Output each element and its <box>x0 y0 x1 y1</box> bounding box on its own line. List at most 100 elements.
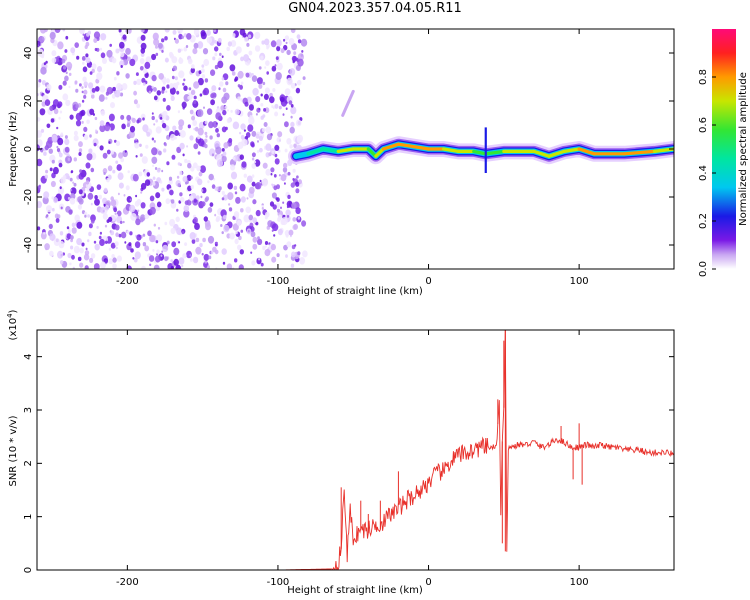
noise-speckle <box>57 41 64 50</box>
noise-speckle <box>38 79 42 83</box>
noise-speckle <box>165 78 170 84</box>
noise-speckle <box>282 113 285 116</box>
noise-speckle <box>164 36 168 41</box>
noise-speckle <box>65 99 71 107</box>
noise-speckle <box>171 154 176 160</box>
noise-speckle <box>39 108 46 116</box>
noise-speckle <box>98 94 105 102</box>
noise-speckle <box>94 47 98 52</box>
noise-speckle <box>165 90 168 93</box>
noise-speckle <box>190 176 193 180</box>
noise-speckle <box>234 258 238 263</box>
noise-speckle <box>209 135 213 140</box>
noise-speckle <box>190 166 195 172</box>
noise-speckle <box>287 194 291 199</box>
noise-speckle <box>204 138 208 143</box>
noise-speckle <box>183 78 186 82</box>
noise-speckle <box>133 90 138 96</box>
noise-speckle <box>86 32 90 37</box>
noise-speckle <box>284 35 290 41</box>
ridge-segment <box>562 147 581 153</box>
noise-speckle <box>178 119 185 127</box>
noise-speckle <box>64 138 70 146</box>
noise-speckle <box>125 47 131 55</box>
noise-speckle <box>217 60 224 69</box>
noise-speckle <box>215 146 222 155</box>
noise-speckle <box>211 184 216 189</box>
noise-speckle <box>186 174 192 182</box>
noise-speckle <box>55 218 60 223</box>
noise-speckle <box>221 96 228 104</box>
noise-speckle <box>152 181 156 186</box>
noise-speckle <box>78 172 85 180</box>
noise-speckle <box>130 213 137 221</box>
noise-speckle <box>203 106 205 109</box>
noise-speckle <box>79 83 82 87</box>
noise-speckle <box>218 126 220 129</box>
noise-speckle <box>81 90 84 94</box>
x-tick-label: -100 <box>267 276 290 287</box>
noise-speckle <box>112 257 117 263</box>
noise-speckle <box>190 89 196 96</box>
noise-speckle <box>293 51 297 55</box>
noise-speckle <box>71 254 75 260</box>
noise-speckle <box>57 186 65 195</box>
noise-speckle <box>49 233 56 241</box>
noise-speckle <box>169 218 176 227</box>
noise-speckle <box>170 199 175 204</box>
noise-speckle <box>261 40 265 45</box>
noise-speckle <box>127 29 132 34</box>
noise-speckle <box>162 114 167 120</box>
noise-speckle <box>132 173 139 182</box>
noise-speckle <box>85 57 91 64</box>
noise-speckle <box>141 77 146 84</box>
noise-speckle <box>129 125 136 133</box>
noise-speckle <box>202 48 209 55</box>
colorbar-ticks: 0.0 0.2 0.4 0.6 0.8 <box>698 69 716 277</box>
noise-speckle <box>132 257 135 260</box>
noise-speckle <box>142 242 147 247</box>
noise-speckle <box>159 180 163 184</box>
colorbar-gradient <box>712 29 736 269</box>
noise-speckle <box>68 229 71 234</box>
noise-speckle <box>222 261 226 265</box>
noise-speckle <box>281 217 288 226</box>
noise-speckle <box>100 33 107 41</box>
noise-speckle <box>83 89 88 95</box>
noise-speckle <box>276 197 280 202</box>
noise-speckle <box>291 55 297 62</box>
noise-speckle <box>278 174 281 177</box>
noise-speckle <box>129 58 136 67</box>
noise-speckle <box>297 251 301 256</box>
noise-speckle <box>90 253 96 259</box>
noise-speckle <box>72 181 75 184</box>
noise-speckle <box>271 223 279 232</box>
noise-speckle <box>82 76 87 82</box>
noise-speckle <box>85 41 90 47</box>
noise-speckle <box>201 64 205 68</box>
noise-speckle <box>74 214 80 222</box>
noise-speckle <box>45 169 49 174</box>
noise-speckle <box>269 92 273 98</box>
noise-speckle <box>193 127 196 131</box>
noise-speckle <box>158 73 164 80</box>
noise-speckle <box>136 234 142 241</box>
noise-speckle <box>140 34 146 41</box>
noise-speckle <box>151 53 157 61</box>
noise-speckle <box>262 81 266 86</box>
noise-speckle <box>37 158 43 167</box>
noise-speckle <box>163 148 167 153</box>
noise-speckle <box>286 215 290 218</box>
noise-speckle <box>255 182 262 190</box>
noise-speckle <box>63 65 67 70</box>
noise-speckle <box>134 251 141 260</box>
noise-speckle <box>108 141 111 144</box>
y-tick-label: 0 <box>23 146 34 152</box>
noise-speckle <box>207 265 210 269</box>
noise-speckle <box>174 130 180 136</box>
noise-speckle <box>94 198 100 206</box>
noise-speckle <box>259 179 262 183</box>
noise-speckle <box>271 65 277 72</box>
noise-speckle <box>106 149 111 155</box>
noise-speckle <box>228 203 231 206</box>
